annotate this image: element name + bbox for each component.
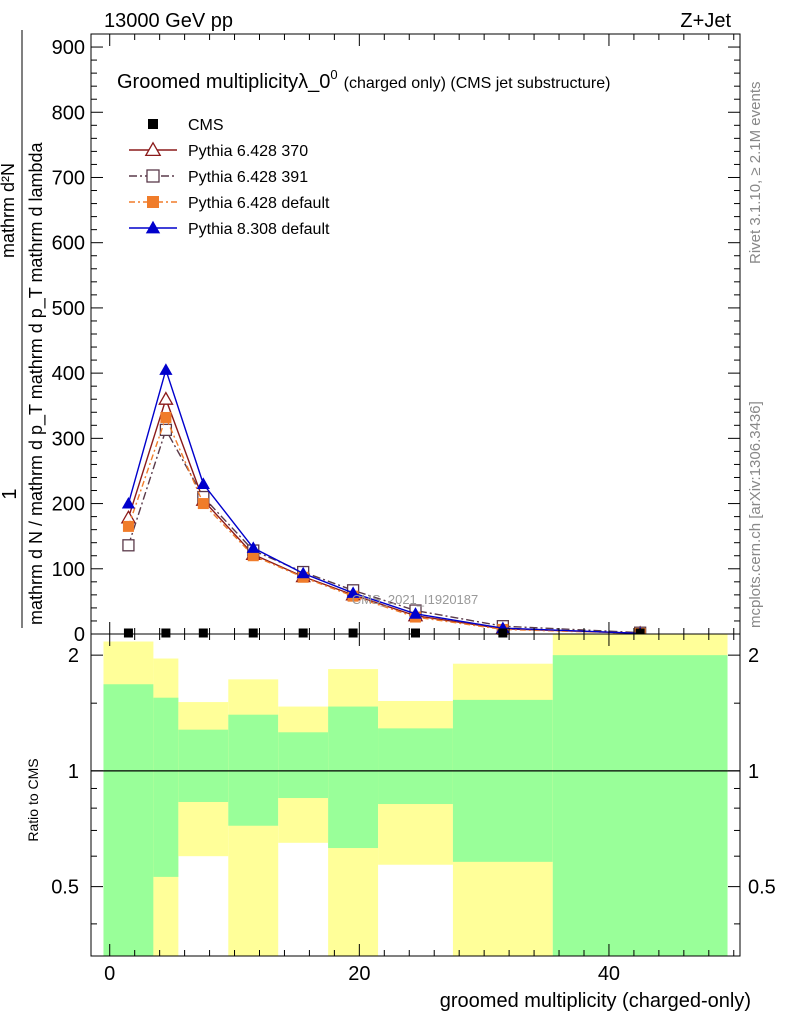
ratio-green-band-8: [552, 655, 728, 956]
main-plot-area: [120, 363, 648, 639]
data-point-cms: [161, 628, 171, 638]
legend-marker-pythia-8-308-default: [145, 220, 161, 234]
chart-title-suffix: (charged only) (CMS jet substructure): [344, 75, 611, 92]
data-point-cms: [411, 628, 420, 638]
data-point-pythia-6-428-370: [158, 391, 174, 405]
ylabel-numerator: mathrm d²N: [0, 163, 18, 258]
legend-label-pythia-6-428-default: Pythia 6.428 default: [188, 195, 330, 212]
ratio-ytick-label-right: 1: [748, 761, 759, 783]
data-point-pythia-6-428-default: [197, 498, 209, 510]
ylabel-top: 1: [0, 488, 21, 499]
chart-title-sup: 0: [330, 67, 337, 82]
ratio-panel: 0 20 40 0.5 0.5 1 1 2 2: [51, 633, 776, 985]
legend-label-pythia-8-308-default: Pythia 8.308 default: [188, 221, 330, 238]
ylabel-denominator: mathrm d N / mathrm d p_T mathrm d p_T m…: [26, 142, 47, 625]
ratio-bands: [91, 634, 740, 956]
ratio-ytick-label: 2: [68, 645, 79, 667]
header-right: Z+Jet: [680, 10, 731, 32]
data-point-pythia-6-428-default: [247, 550, 259, 562]
ratio-ytick-label-right: 0.5: [748, 877, 776, 899]
main-ytick-label: 700: [52, 167, 85, 189]
x-axis-label: groomed multiplicity (charged-only): [440, 990, 751, 1012]
ratio-green-band-7: [452, 699, 553, 862]
ratio-xtick-label: 20: [348, 963, 370, 985]
main-ytick-label: 800: [52, 102, 85, 124]
ratio-axes: 0 20 40 0.5 0.5 1 1 2 2: [51, 633, 776, 985]
main-ytick-label: 200: [52, 494, 85, 516]
ratio-ytick-label-right: 2: [748, 645, 759, 667]
data-point-cms: [248, 628, 258, 638]
ratio-xtick-label: 0: [104, 963, 115, 985]
main-ytick-label: 900: [52, 37, 85, 59]
ratio-frame: [90, 633, 741, 957]
ratio-ytick-label: 0.5: [51, 877, 79, 899]
data-point-pythia-8-308-default: [246, 541, 260, 553]
svg-text:Groomed multiplicityλ_00(charg: Groomed multiplicityλ_00 (charged only) (…: [117, 67, 610, 93]
data-point-cms: [348, 628, 358, 638]
data-point-pythia-8-308-default: [121, 496, 136, 509]
main-ytick-label: 100: [52, 559, 85, 581]
data-point-pythia-6-428-default: [122, 520, 134, 532]
main-ytick-label: 0: [74, 624, 85, 646]
legend: CMS Pythia 6.428 370 Pythia 6.428 391 Pythi…: [129, 117, 330, 238]
legend-marker-cms: [148, 119, 158, 129]
ratio-ylabel: Ratio to CMS: [25, 758, 41, 841]
main-ytick-label: 400: [52, 363, 85, 385]
legend-label-cms: CMS: [188, 117, 224, 134]
data-point-cms: [198, 628, 208, 638]
main-ytick-label: 500: [52, 298, 85, 320]
header-left: 13000 GeV pp: [104, 10, 233, 32]
main-ytick-label: 600: [52, 233, 85, 255]
chart-title-main: Groomed multiplicityλ_0: [117, 71, 330, 93]
legend-label-pythia-6-428-391: Pythia 6.428 391: [188, 169, 308, 186]
data-point-pythia-8-308-default: [159, 363, 173, 375]
main-ylabel: 1 mathrm d N / mathrm d p_T mathrm d p_T…: [0, 30, 47, 628]
ratio-green-band-0: [103, 684, 154, 956]
legend-label-pythia-6-428-370: Pythia 6.428 370: [188, 143, 308, 160]
data-point-pythia-8-308-default: [296, 566, 310, 579]
data-point-pythia-8-308-default: [196, 477, 210, 489]
ratio-green-band-5: [328, 706, 379, 849]
mcplots-label: mcplots.cern.ch [arXiv:1306.3436]: [747, 401, 764, 628]
chart-title: Groomed multiplicityλ_00 (charged only) (…: [117, 67, 610, 93]
main-axes: 0 100 200 300 400 500 600 700 800 900: [52, 33, 741, 646]
data-point-cms: [498, 628, 508, 638]
main-panel: 0 100 200 300 400 500 600 700 800 900 CMS_2021_I1…: [52, 33, 741, 646]
ratio-green-band-2: [178, 729, 229, 802]
series-line-pythia-6-428-default: [127, 415, 641, 635]
data-point-pythia-8-308-default: [408, 607, 423, 619]
legend-marker-pythia-6-428-391: [146, 169, 160, 183]
legend-marker-pythia-6-428-default: [147, 196, 159, 208]
ratio-green-band-1: [153, 697, 179, 877]
data-point-cms: [123, 628, 133, 638]
analysis-watermark: CMS_2021_I1920187: [352, 592, 479, 607]
rivet-version-label: Rivet 3.1.10, ≥ 2.1M events: [747, 82, 764, 265]
data-point-pythia-6-428-391: [122, 539, 135, 552]
ratio-green-band-4: [278, 732, 329, 799]
ratio-xtick-label: 40: [598, 963, 620, 985]
ratio-green-band-6: [378, 728, 453, 805]
data-point-pythia-6-428-default: [160, 411, 172, 423]
ratio-ytick-label: 1: [68, 761, 79, 783]
data-point-pythia-8-308-default: [346, 586, 360, 598]
main-ytick-label: 300: [52, 428, 85, 450]
ratio-green-band-3: [228, 714, 279, 826]
legend-marker-pythia-6-428-370: [144, 141, 162, 157]
data-point-cms: [298, 628, 308, 638]
data-point-cms: [635, 628, 645, 638]
